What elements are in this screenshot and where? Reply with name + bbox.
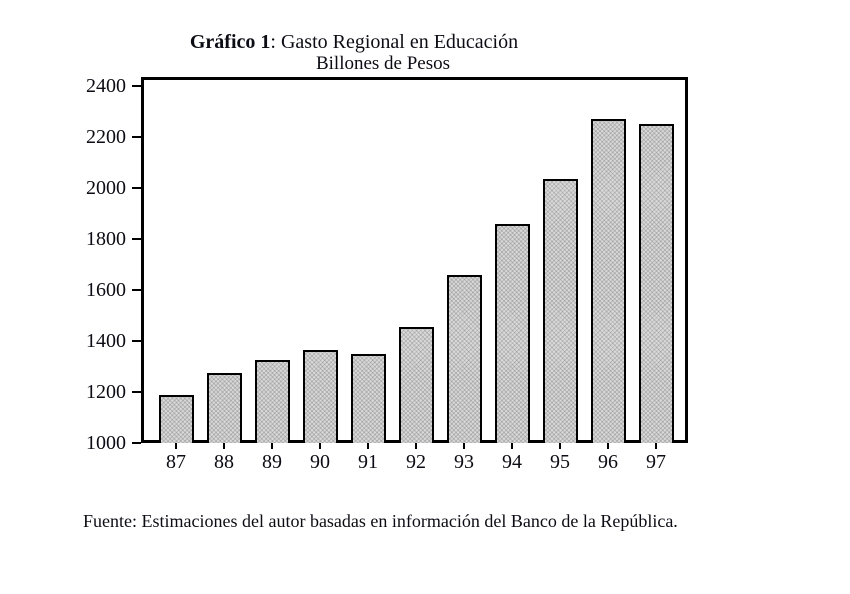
y-axis-tick bbox=[132, 238, 141, 240]
y-axis-tick bbox=[132, 85, 141, 87]
bar-88 bbox=[206, 372, 242, 443]
y-axis-tick bbox=[132, 136, 141, 138]
bar-92 bbox=[398, 326, 434, 443]
y-axis-label: 2000 bbox=[86, 177, 126, 199]
bar-93 bbox=[446, 274, 482, 443]
chart-title: Gráfico 1: Gasto Regional en Educación bbox=[190, 31, 518, 54]
y-axis-tick bbox=[132, 289, 141, 291]
y-axis-label: 1200 bbox=[86, 381, 126, 403]
x-axis-tick bbox=[223, 443, 225, 449]
y-axis-label: 1400 bbox=[86, 330, 126, 352]
bar-90 bbox=[302, 349, 338, 443]
x-axis-tick bbox=[655, 443, 657, 449]
bar-94 bbox=[494, 223, 530, 443]
chart-subtitle: Billones de Pesos bbox=[315, 53, 451, 74]
x-axis-tick bbox=[319, 443, 321, 449]
x-axis-label: 96 bbox=[598, 451, 618, 473]
source-note: Fuente: Estimaciones del autor basadas e… bbox=[83, 511, 678, 531]
x-axis-label: 93 bbox=[454, 451, 474, 473]
bar-91 bbox=[350, 353, 386, 443]
x-axis-tick bbox=[415, 443, 417, 449]
chart-title-rest: : Gasto Regional en Educación bbox=[270, 31, 519, 53]
y-axis-label: 1600 bbox=[86, 279, 126, 301]
y-axis-label: 1800 bbox=[86, 228, 126, 250]
x-axis-tick bbox=[271, 443, 273, 449]
x-axis-tick bbox=[559, 443, 561, 449]
x-axis-tick bbox=[511, 443, 513, 449]
y-axis-tick bbox=[132, 442, 141, 444]
bar-96 bbox=[590, 119, 626, 443]
x-axis-label: 89 bbox=[262, 451, 282, 473]
bar-89 bbox=[254, 360, 290, 443]
x-axis-label: 95 bbox=[550, 451, 570, 473]
x-axis-label: 91 bbox=[358, 451, 378, 473]
bar-87 bbox=[158, 394, 194, 443]
x-axis-label: 90 bbox=[310, 451, 330, 473]
y-axis-tick bbox=[132, 391, 141, 393]
x-axis-label: 97 bbox=[646, 451, 666, 473]
y-axis-label: 2200 bbox=[86, 126, 126, 148]
x-axis-label: 88 bbox=[214, 451, 234, 473]
bar-95 bbox=[542, 179, 578, 443]
x-axis-tick bbox=[463, 443, 465, 449]
x-axis-label: 87 bbox=[166, 451, 186, 473]
chart-title-prefix: Gráfico 1 bbox=[189, 31, 271, 53]
bar-97 bbox=[638, 124, 674, 443]
y-axis-tick bbox=[132, 187, 141, 189]
x-axis-label: 94 bbox=[502, 451, 522, 473]
x-axis-tick bbox=[367, 443, 369, 449]
y-axis-label: 2400 bbox=[86, 75, 126, 97]
x-axis-tick bbox=[607, 443, 609, 449]
y-axis-tick bbox=[132, 340, 141, 342]
x-axis-label: 92 bbox=[406, 451, 426, 473]
x-axis-tick bbox=[175, 443, 177, 449]
y-axis-label: 1000 bbox=[86, 432, 126, 454]
